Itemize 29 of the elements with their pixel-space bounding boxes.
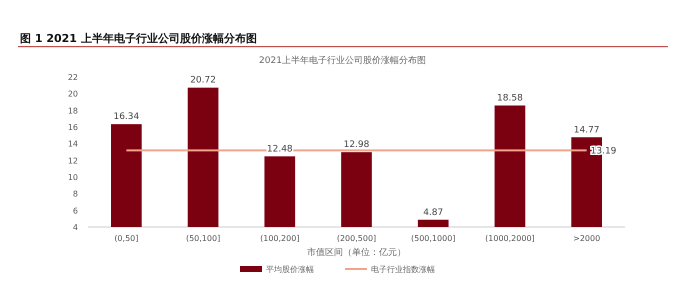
legend-label: 平均股价涨幅	[266, 265, 314, 274]
y-tick-label: 20	[68, 90, 78, 99]
data-label: 20.72	[190, 76, 216, 86]
y-tick-label: 6	[72, 206, 78, 216]
x-tick-label: >2000	[573, 234, 600, 243]
chart-subtitle: 2021上半年电子行业公司股价涨幅分布图	[259, 55, 426, 66]
data-label: 14.77	[574, 125, 600, 136]
x-tick-label: (100,200]	[260, 234, 300, 243]
y-tick-label: 8	[72, 190, 78, 199]
x-axis-title: 市值区间（单位：亿元）	[307, 247, 406, 258]
y-tick-label: 14	[68, 140, 78, 149]
data-label: 18.58	[497, 94, 524, 104]
chart-title: 图 1 2021 上半年电子行业公司股价涨幅分布图	[20, 32, 257, 45]
x-tick-label: (1000,2000]	[485, 234, 535, 243]
data-label: 16.34	[113, 112, 140, 122]
y-tick-label: 10	[68, 173, 78, 182]
data-label: 12.48	[266, 144, 293, 154]
data-label: 4.87	[423, 208, 444, 218]
x-tick-label: (500,1000]	[411, 234, 456, 243]
legend-label: 电子行业指数涨幅	[371, 265, 435, 274]
x-tick-label: (0,50]	[114, 234, 138, 243]
y-tick-label: 22	[68, 73, 78, 82]
y-tick-label: 16	[68, 123, 78, 132]
x-tick-label: (50,100]	[186, 234, 220, 243]
x-tick-label: (200,500]	[336, 234, 376, 243]
y-tick-label: 12	[68, 156, 78, 166]
y-tick-label: 18	[68, 106, 78, 116]
y-tick-label: 4	[72, 223, 78, 232]
data-label: 12.98	[344, 140, 370, 150]
